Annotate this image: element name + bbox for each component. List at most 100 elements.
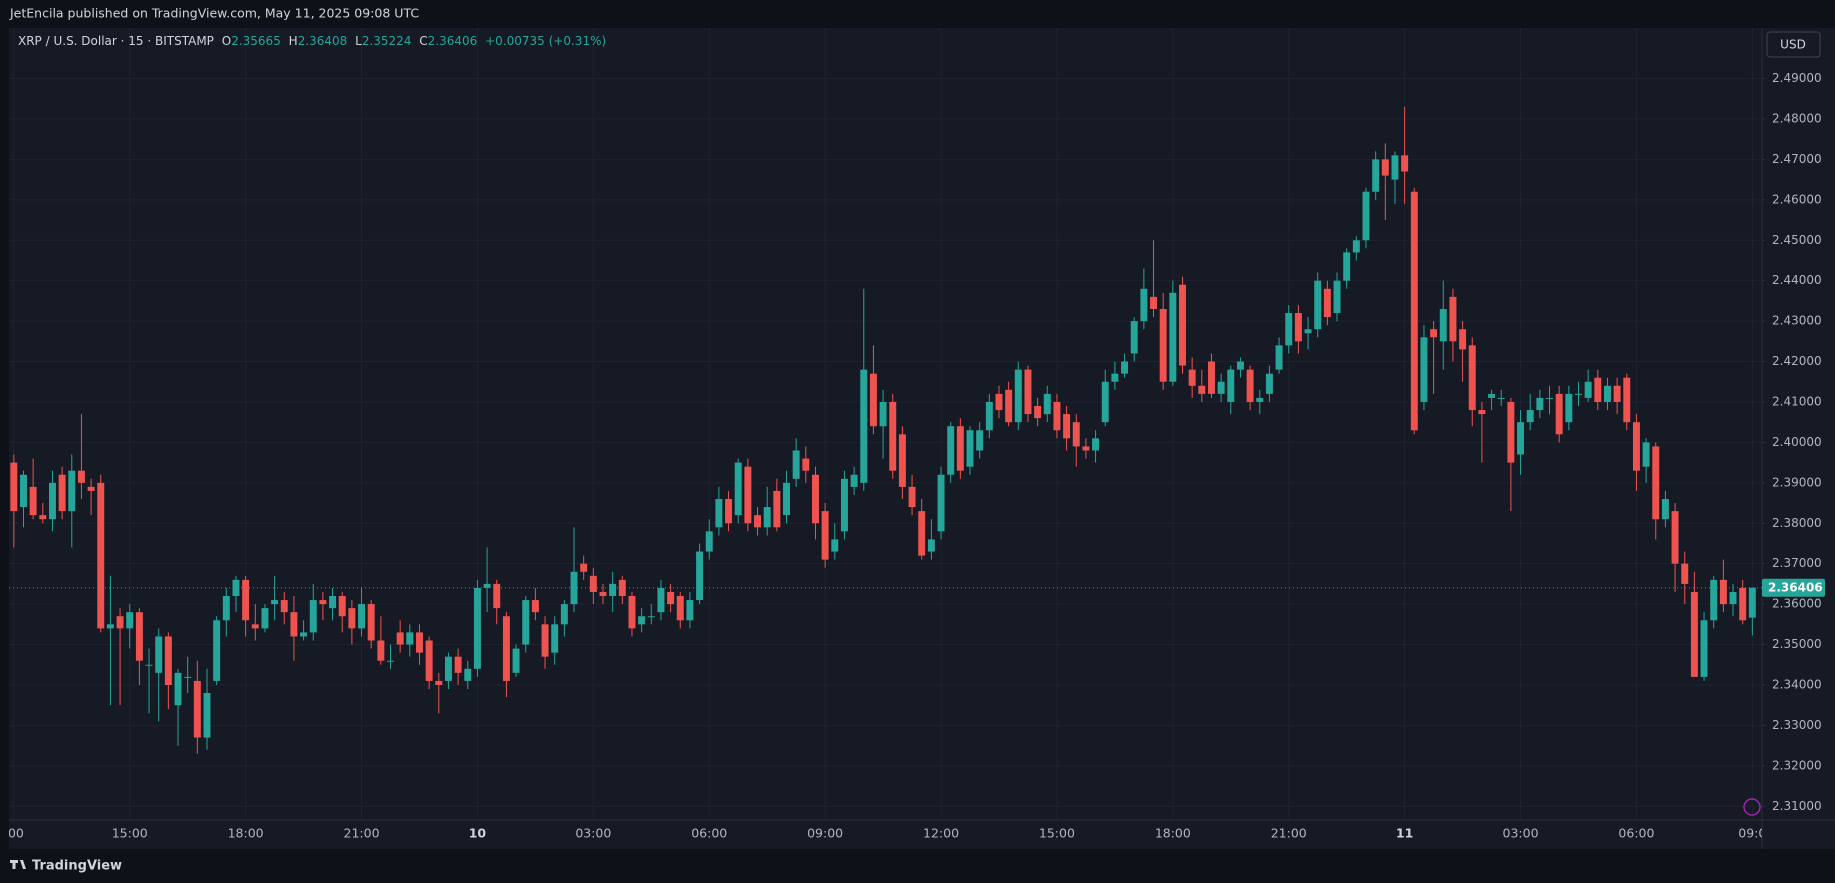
candle-body: [1159, 308, 1167, 382]
candle-body: [725, 498, 733, 524]
y-tick-label: 2.33000: [1772, 718, 1822, 732]
x-tick-label: 03:00: [575, 826, 611, 841]
candle-body: [58, 474, 66, 512]
candle-body: [1603, 385, 1611, 402]
candle-body: [995, 393, 1003, 411]
candle-body: [734, 462, 742, 516]
candle-body: [493, 583, 501, 609]
candle-body: [1449, 296, 1457, 342]
candle-body: [473, 587, 481, 669]
candle-body: [918, 511, 926, 556]
candle-body: [1565, 393, 1573, 423]
candle-body: [976, 430, 984, 451]
candle-body: [1700, 620, 1708, 677]
candle-body: [1130, 321, 1138, 354]
candle-body: [444, 656, 452, 681]
close-label: C: [419, 34, 427, 48]
candle-body: [232, 579, 240, 597]
candle-body: [396, 632, 404, 645]
close-value: 2.36406: [428, 34, 478, 48]
x-tick-label: 15:00: [1039, 826, 1075, 841]
candle-body: [1488, 393, 1496, 398]
candle-body: [454, 656, 462, 673]
candle-body: [20, 474, 27, 508]
y-tick-label: 2.42000: [1772, 354, 1822, 368]
candle-body: [1507, 401, 1515, 463]
candle-body: [1517, 422, 1525, 455]
x-tick-label: 06:00: [691, 826, 727, 841]
x-tick-label: 18:00: [228, 826, 264, 841]
candle-body: [502, 616, 510, 681]
candle-body: [271, 600, 279, 605]
legend: XRP / U.S. Dollar · 15 · BITSTAMP O2.356…: [18, 34, 606, 48]
candle-body: [754, 515, 762, 528]
candle-body: [1092, 438, 1100, 451]
candle-body: [1053, 401, 1061, 431]
candle-body: [947, 426, 955, 475]
candle-body: [309, 600, 317, 633]
candle-body: [628, 596, 636, 629]
x-tick-label: 11: [1396, 826, 1413, 841]
candle-body: [966, 430, 974, 467]
candle-body: [1381, 159, 1389, 176]
low-label: L: [355, 34, 362, 48]
candle-body: [609, 583, 617, 597]
candle-body: [1372, 159, 1380, 192]
y-tick-label: 2.31000: [1772, 799, 1822, 813]
x-tick-label: 10: [469, 826, 487, 841]
currency-button[interactable]: [1766, 31, 1821, 58]
candle-body: [1352, 240, 1360, 253]
candle-body: [1710, 579, 1718, 621]
y-tick-label: 2.40000: [1772, 435, 1822, 449]
candle-body: [850, 474, 858, 487]
candle-body: [1285, 313, 1293, 346]
candle-body: [358, 604, 366, 629]
candle-body: [280, 600, 288, 613]
candle-body: [1410, 191, 1418, 431]
candle-body: [251, 624, 259, 629]
candle-body: [1275, 345, 1283, 370]
candle-body: [319, 600, 327, 605]
candle-body: [1594, 377, 1602, 402]
candle-body: [1101, 381, 1109, 423]
low-value: 2.35224: [362, 34, 412, 48]
candle-body: [29, 486, 37, 516]
grid: [9, 28, 1762, 820]
candle-body: [338, 596, 346, 617]
candle-body: [377, 640, 385, 661]
currency-label[interactable]: USD: [1780, 38, 1806, 52]
candle-body: [773, 490, 781, 528]
assistant-icon[interactable]: [1743, 798, 1761, 816]
candle-body: [1681, 563, 1689, 584]
brand-name: TradingView: [32, 859, 122, 874]
candle-body: [744, 466, 752, 524]
candle-body: [261, 608, 269, 629]
candle-body: [956, 426, 964, 471]
candle-body: [811, 474, 819, 524]
candle-body: [435, 680, 443, 685]
candle-body: [184, 676, 192, 678]
candle-body: [1304, 329, 1312, 334]
candle-body: [242, 579, 250, 621]
candle-body: [193, 680, 201, 738]
published-note: JetEncila published on TradingView.com, …: [9, 6, 419, 21]
candle-body: [1265, 373, 1273, 394]
x-tick-label: 21:00: [1271, 826, 1307, 841]
logo-mark: [10, 860, 26, 869]
candle-body: [1150, 296, 1157, 309]
y-tick-label: 2.32000: [1772, 758, 1822, 772]
high-label: H: [289, 34, 298, 48]
candle-body: [1034, 406, 1042, 419]
x-tick-label: 09:00: [807, 826, 843, 841]
candle-body: [1575, 393, 1582, 395]
candle-body: [618, 579, 626, 597]
x-tick-label: 09:0: [1738, 826, 1766, 841]
x-tick-label: :00: [4, 826, 24, 841]
price-axis: 2.31000 2.32000 2.33000 2.34000 2.35000 2.360…: [1762, 71, 1825, 813]
candle-body: [87, 486, 95, 491]
candle-body: [1362, 191, 1370, 241]
candle-body: [174, 672, 182, 706]
candle-body: [792, 450, 800, 479]
candle-body: [300, 632, 308, 637]
